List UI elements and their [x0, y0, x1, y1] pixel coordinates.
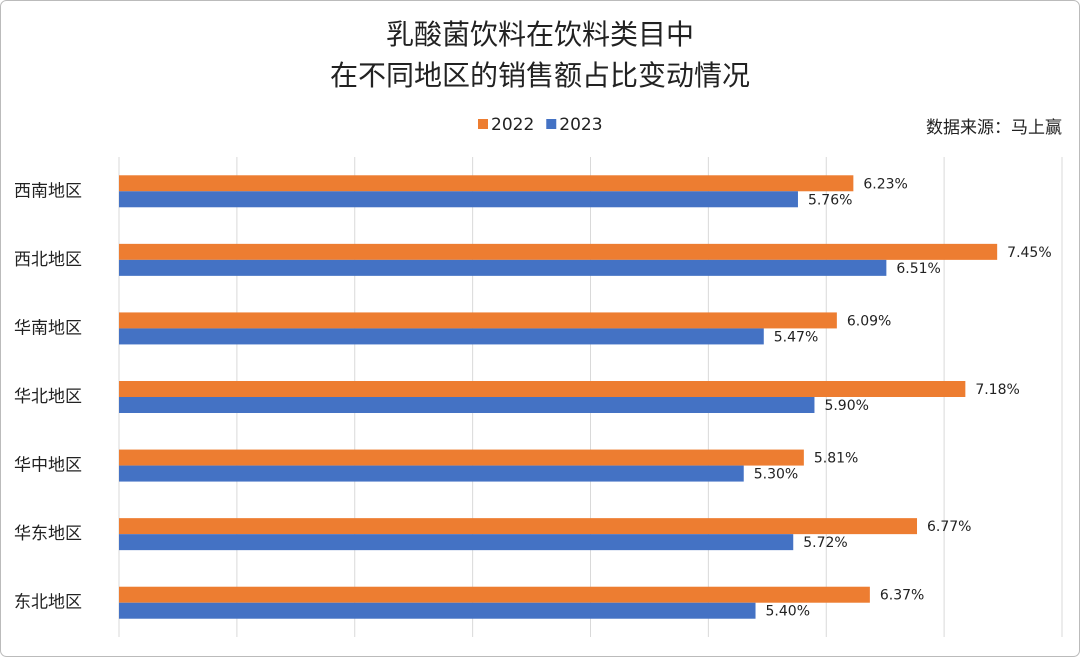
- value-label: 5.40%: [766, 604, 810, 620]
- value-label: 5.90%: [824, 398, 868, 414]
- value-label: 6.23%: [863, 176, 907, 192]
- bar: [119, 312, 837, 329]
- value-label: 6.77%: [927, 519, 971, 535]
- source-note: 数据来源：马上赢: [926, 118, 1062, 138]
- chart-title: 在不同地区的销售额占比变动情况: [330, 59, 750, 92]
- value-label: 5.72%: [803, 535, 847, 551]
- value-label: 5.47%: [774, 329, 818, 345]
- value-label: 7.18%: [975, 382, 1019, 398]
- bar: [119, 381, 966, 397]
- bar: [119, 465, 744, 482]
- value-label: 5.81%: [814, 451, 858, 467]
- legend-label: 2023: [559, 115, 602, 135]
- y-tick-label: 华南地区: [14, 318, 82, 338]
- bar: [119, 191, 798, 208]
- bar: [119, 397, 815, 413]
- y-tick-label: 华北地区: [14, 387, 82, 407]
- y-tick-label: 华东地区: [14, 524, 82, 544]
- y-tick-label: 华中地区: [14, 456, 82, 476]
- bar: [119, 175, 854, 192]
- bar: [119, 534, 794, 551]
- value-label: 6.09%: [847, 313, 891, 329]
- bar: [119, 328, 764, 345]
- value-label: 7.45%: [1007, 245, 1051, 261]
- legend-label: 2022: [491, 115, 534, 135]
- bar: [119, 586, 870, 603]
- value-label: 6.37%: [880, 588, 924, 604]
- chart-title: 乳酸菌饮料在饮料类目中: [386, 18, 694, 51]
- y-tick-label: 东北地区: [14, 593, 82, 613]
- legend-swatch: [478, 119, 488, 129]
- bar: [119, 518, 918, 535]
- bar: [119, 259, 887, 276]
- value-label: 5.76%: [808, 192, 852, 208]
- value-label: 5.30%: [754, 467, 798, 483]
- bar: [119, 602, 756, 619]
- legend-swatch: [546, 119, 557, 129]
- y-tick-label: 西北地区: [14, 250, 82, 270]
- bar: [119, 243, 998, 260]
- bar: [119, 449, 804, 466]
- y-tick-label: 西南地区: [14, 181, 82, 201]
- value-label: 6.51%: [896, 261, 940, 277]
